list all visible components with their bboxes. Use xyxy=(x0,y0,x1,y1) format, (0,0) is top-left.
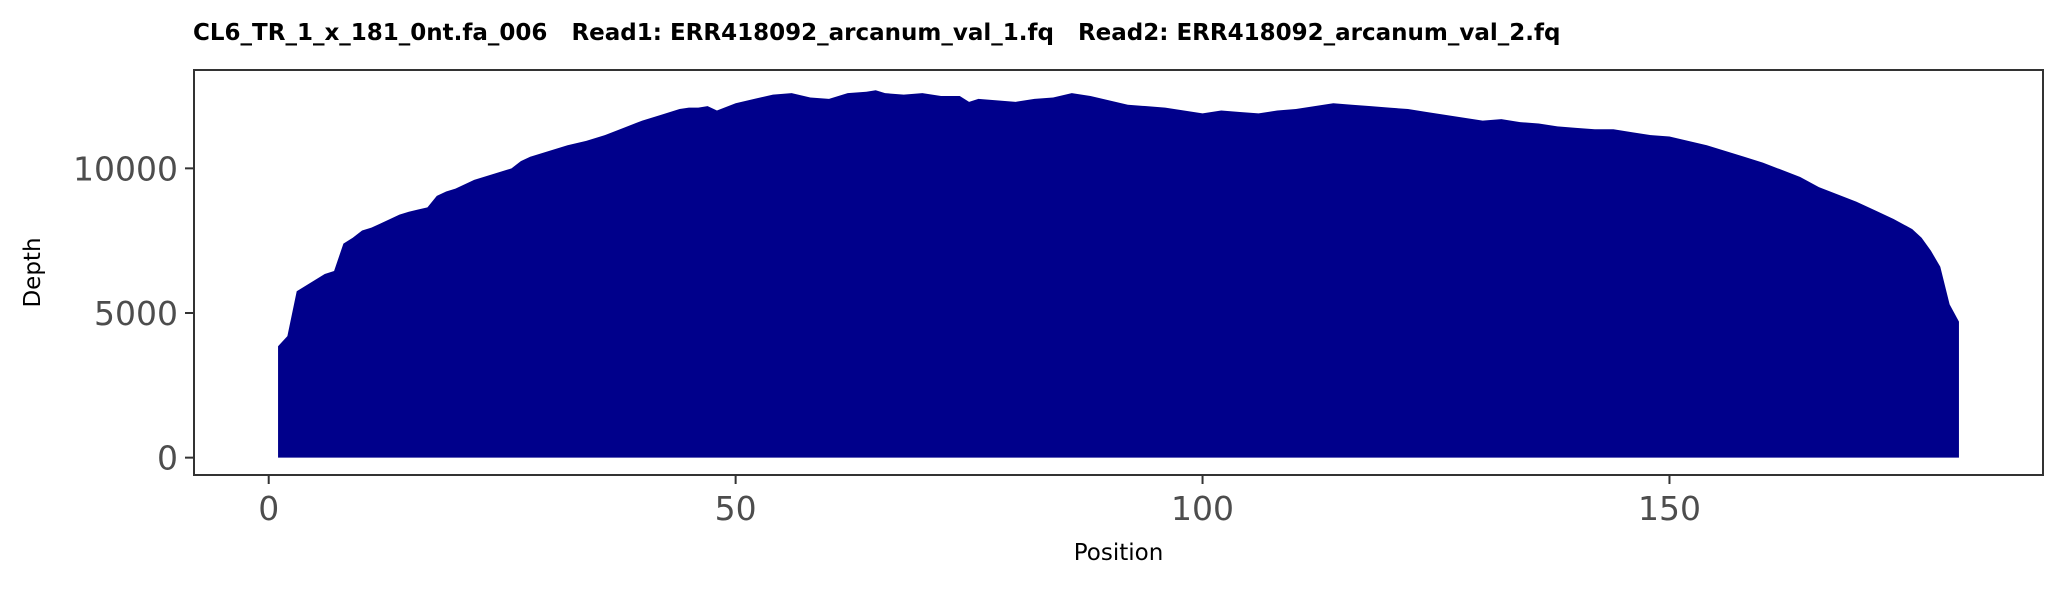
y-axis-title: Depth xyxy=(20,237,46,307)
chart-title: CL6_TR_1_x_181_0nt.fa_006 Read1: ERR4180… xyxy=(193,20,1560,46)
x-axis: 0 50 100 150 xyxy=(258,475,1701,528)
x-axis-title: Position xyxy=(1074,540,1164,566)
y-axis: 0 5000 10000 xyxy=(73,149,194,478)
x-tick-label: 100 xyxy=(1171,489,1234,528)
y-tick-label: 10000 xyxy=(73,149,178,188)
plot-border xyxy=(193,69,2044,476)
x-tick-label: 50 xyxy=(715,489,757,528)
x-tick-label: 150 xyxy=(1638,489,1701,528)
x-tick-label: 0 xyxy=(258,489,279,528)
y-tick-label: 0 xyxy=(157,439,178,478)
area-series-layer xyxy=(278,90,1959,458)
y-tick-label: 5000 xyxy=(94,294,178,333)
depth-area-0 xyxy=(278,90,1959,458)
